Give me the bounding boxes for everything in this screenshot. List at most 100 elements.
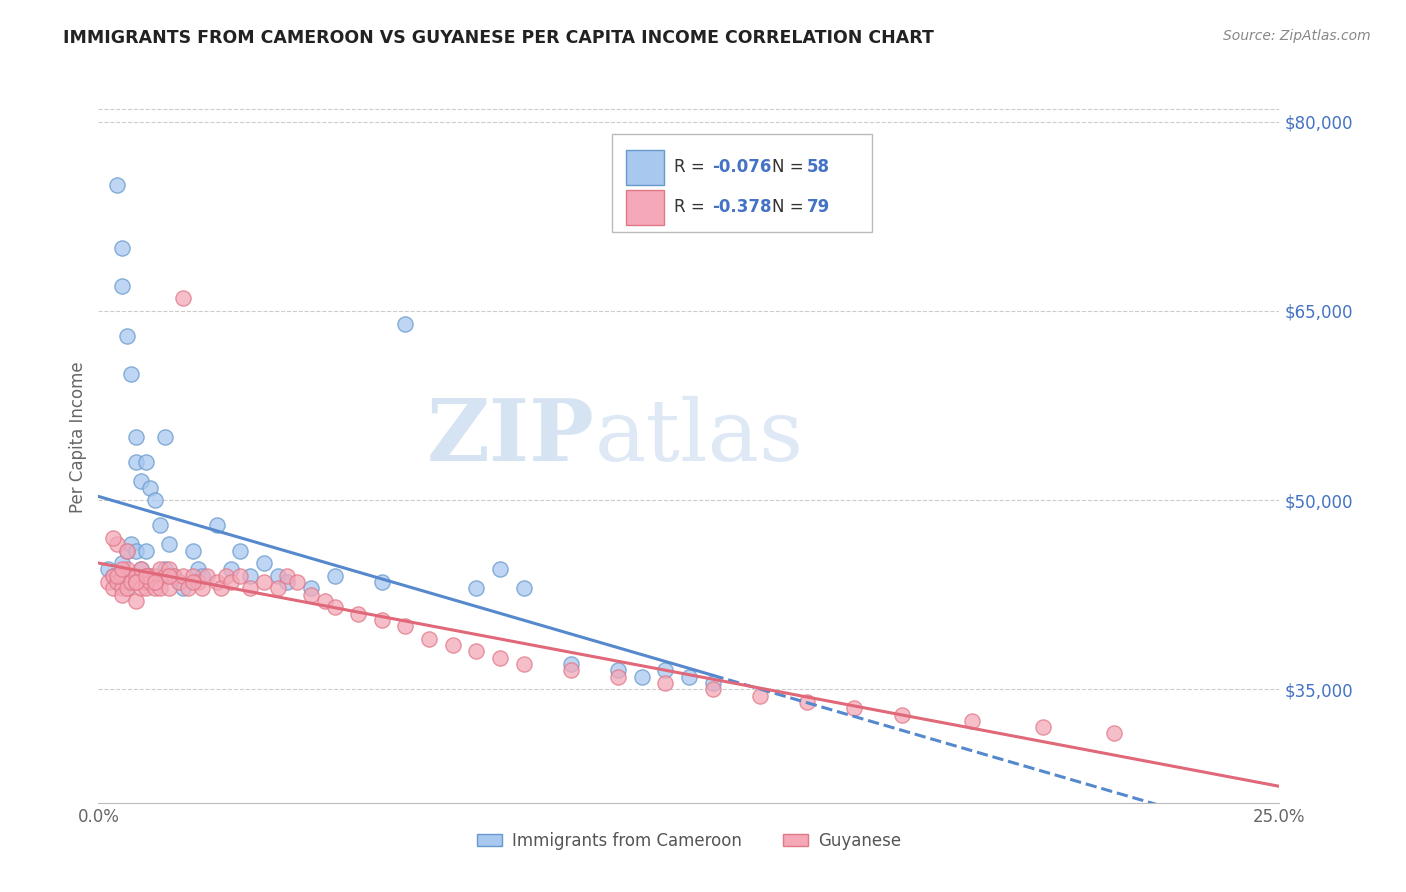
Point <box>177 582 200 596</box>
Point <box>489 562 512 576</box>
Point <box>465 582 488 596</box>
Point <box>702 682 724 697</box>
Text: atlas: atlas <box>595 395 804 479</box>
Point <box>111 278 134 293</box>
Point <box>135 569 157 583</box>
Point <box>187 575 209 590</box>
Point <box>149 582 172 596</box>
Point <box>191 582 214 596</box>
Text: N =: N = <box>772 198 808 217</box>
Point <box>129 474 152 488</box>
Point <box>143 575 166 590</box>
Point <box>121 569 143 583</box>
Text: IMMIGRANTS FROM CAMEROON VS GUYANESE PER CAPITA INCOME CORRELATION CHART: IMMIGRANTS FROM CAMEROON VS GUYANESE PER… <box>63 29 934 46</box>
Point <box>253 575 276 590</box>
Text: -0.378: -0.378 <box>713 198 772 217</box>
Point <box>149 518 172 533</box>
Point <box>205 518 228 533</box>
Point <box>229 543 252 558</box>
Point <box>172 291 194 305</box>
Text: Source: ZipAtlas.com: Source: ZipAtlas.com <box>1223 29 1371 43</box>
Point <box>239 582 262 596</box>
Point <box>205 575 228 590</box>
Point <box>181 575 204 590</box>
Point <box>121 575 143 590</box>
Point <box>512 657 534 671</box>
Point <box>157 562 180 576</box>
Point <box>654 664 676 678</box>
Point <box>299 588 322 602</box>
Point <box>111 569 134 583</box>
Point <box>181 569 204 583</box>
Text: 58: 58 <box>807 158 830 177</box>
Point <box>105 575 128 590</box>
Point <box>115 582 138 596</box>
Point <box>105 569 128 583</box>
Point <box>139 481 162 495</box>
Point <box>129 562 152 576</box>
Point <box>153 430 176 444</box>
Point <box>323 569 346 583</box>
Bar <box>626 190 664 225</box>
Point <box>219 575 242 590</box>
Legend: Immigrants from Cameroon, Guyanese: Immigrants from Cameroon, Guyanese <box>470 825 908 856</box>
Point <box>215 569 238 583</box>
Point <box>115 562 138 576</box>
Point <box>371 613 394 627</box>
Point <box>163 569 186 583</box>
Point <box>153 562 176 576</box>
Point <box>125 430 148 444</box>
Point <box>512 582 534 596</box>
Point <box>105 178 128 192</box>
Point <box>101 582 124 596</box>
Text: N =: N = <box>772 158 808 177</box>
Point <box>97 562 120 576</box>
Point <box>187 562 209 576</box>
Point <box>560 664 582 678</box>
Point <box>748 689 770 703</box>
Point <box>125 575 148 590</box>
Point <box>135 575 157 590</box>
Point <box>607 670 630 684</box>
Point <box>121 367 143 381</box>
Point <box>125 569 148 583</box>
Point <box>191 569 214 583</box>
Point <box>143 575 166 590</box>
Point <box>890 707 912 722</box>
Point <box>219 562 242 576</box>
Point <box>157 537 180 551</box>
Point <box>229 569 252 583</box>
Point <box>115 543 138 558</box>
Point <box>153 569 176 583</box>
Point <box>560 657 582 671</box>
Point <box>172 582 194 596</box>
Point <box>125 594 148 608</box>
Point <box>394 619 416 633</box>
Point <box>101 569 124 583</box>
Point <box>143 569 166 583</box>
Point <box>172 569 194 583</box>
FancyBboxPatch shape <box>612 134 872 232</box>
Point <box>121 537 143 551</box>
Point <box>796 695 818 709</box>
Bar <box>626 150 664 185</box>
Point <box>654 676 676 690</box>
Point <box>115 543 138 558</box>
Point <box>489 650 512 665</box>
Point <box>111 241 134 255</box>
Point <box>607 664 630 678</box>
Y-axis label: Per Capita Income: Per Capita Income <box>69 361 87 513</box>
Point <box>157 569 180 583</box>
Point <box>267 569 290 583</box>
Point <box>143 582 166 596</box>
Text: R =: R = <box>673 158 710 177</box>
Point <box>115 582 138 596</box>
Point <box>253 556 276 570</box>
Text: R =: R = <box>673 198 710 217</box>
Point <box>135 569 157 583</box>
Point <box>299 582 322 596</box>
Point <box>139 569 162 583</box>
Point <box>135 455 157 469</box>
Point <box>157 582 180 596</box>
Point <box>149 562 172 576</box>
